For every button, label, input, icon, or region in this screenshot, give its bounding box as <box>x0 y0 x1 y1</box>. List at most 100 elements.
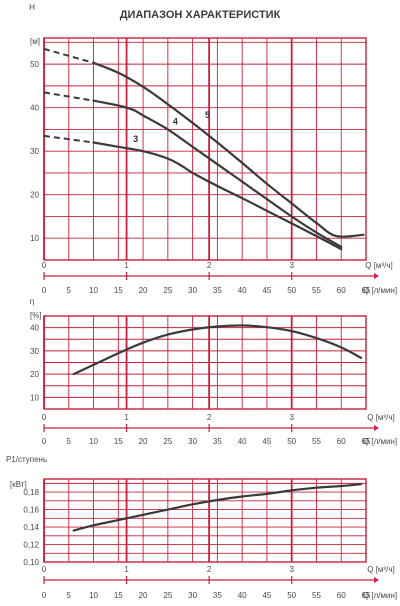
x-tick-m3h: 2 <box>207 565 212 574</box>
x-axis-arrow <box>374 425 379 431</box>
y-tick-label: 0,10 <box>23 558 39 567</box>
x-tick-m3h: 2 <box>207 261 212 270</box>
x-tick-lmin: 30 <box>188 437 197 446</box>
y-tick-label: 30 <box>30 147 39 156</box>
series-line <box>72 483 363 532</box>
y-tick-label: 40 <box>30 324 39 333</box>
x-tick-lmin: 0 <box>42 591 47 600</box>
y-tick-label: 40 <box>30 104 39 113</box>
y-tick-label: 0,16 <box>23 506 39 515</box>
x-tick-lmin: 20 <box>139 437 148 446</box>
y-tick-label: 0,14 <box>23 523 39 532</box>
series-line-dashed <box>43 134 94 144</box>
y-tick-label: 10 <box>30 234 39 243</box>
x-tick-lmin: 60 <box>337 437 346 446</box>
series-label: 5 <box>205 110 210 120</box>
x-axis-label-m3h: Q [м³/ч] <box>365 261 392 270</box>
y-axis-unit: [%] <box>30 311 42 320</box>
x-tick-lmin: 35 <box>213 591 222 600</box>
y-axis-label: η <box>30 297 34 306</box>
series-line <box>72 324 363 376</box>
x-tick-lmin: 55 <box>312 286 321 295</box>
x-axis-label-lmin: Q [л/мин] <box>363 437 397 446</box>
x-tick-lmin: 15 <box>114 437 123 446</box>
x-tick-lmin: 5 <box>67 591 72 600</box>
y-tick-label: 50 <box>30 60 39 69</box>
y-axis-unit: [кВт] <box>10 480 27 489</box>
x-tick-lmin: 35 <box>213 437 222 446</box>
x-tick-lmin: 50 <box>287 286 296 295</box>
x-tick-lmin: 25 <box>163 591 172 600</box>
x-tick-m3h: 3 <box>289 413 294 422</box>
x-tick-lmin: 15 <box>114 591 123 600</box>
x-tick-lmin: 40 <box>238 286 247 295</box>
x-axis-label-lmin: Q [л/мин] <box>363 591 397 600</box>
x-tick-lmin: 35 <box>213 286 222 295</box>
x-tick-lmin: 25 <box>163 437 172 446</box>
x-tick-lmin: 25 <box>163 286 172 295</box>
x-tick-lmin: 45 <box>262 437 271 446</box>
x-tick-m3h: 1 <box>124 413 129 422</box>
series-label: 4 <box>173 116 178 126</box>
x-tick-lmin: 5 <box>67 437 72 446</box>
series-line-dashed <box>43 91 94 102</box>
plot-frame <box>43 478 367 563</box>
x-tick-m3h: 0 <box>42 565 47 574</box>
y-tick-label: 0,12 <box>23 541 39 550</box>
x-tick-lmin: 65 <box>362 286 371 295</box>
y-axis-label: H <box>29 3 35 12</box>
y-tick-label: 20 <box>30 191 39 200</box>
x-tick-lmin: 50 <box>287 591 296 600</box>
x-tick-lmin: 10 <box>89 437 98 446</box>
x-axis-label-lmin: Q [л/мин] <box>363 286 397 295</box>
x-tick-lmin: 45 <box>262 286 271 295</box>
x-tick-m3h: 0 <box>42 413 47 422</box>
x-tick-lmin: 50 <box>287 437 296 446</box>
series-line <box>92 99 343 248</box>
x-tick-lmin: 65 <box>362 591 371 600</box>
x-tick-m3h: 0 <box>42 261 47 270</box>
x-tick-lmin: 30 <box>188 286 197 295</box>
x-tick-lmin: 20 <box>139 286 148 295</box>
x-tick-lmin: 60 <box>337 591 346 600</box>
plot-frame <box>43 37 367 261</box>
y-axis-unit: [м] <box>30 37 40 46</box>
x-tick-lmin: 40 <box>238 437 247 446</box>
x-tick-lmin: 0 <box>42 286 47 295</box>
chart-panel-2: η [%] 10 20 30 40 0 1 2 3 Q [м³/ч] 0 5 10 15 20 25 30 35 40… <box>30 297 397 446</box>
x-tick-lmin: 10 <box>89 591 98 600</box>
x-tick-m3h: 2 <box>207 413 212 422</box>
y-tick-label: 10 <box>30 393 39 402</box>
series-line-dashed <box>43 47 94 64</box>
x-tick-lmin: 20 <box>139 591 148 600</box>
y-tick-label: 20 <box>30 370 39 379</box>
x-axis-label-m3h: Q [м³/ч] <box>367 413 394 422</box>
x-tick-m3h: 3 <box>289 565 294 574</box>
x-tick-m3h: 3 <box>289 261 294 270</box>
x-axis-arrow <box>374 273 379 279</box>
x-tick-lmin: 65 <box>362 437 371 446</box>
x-tick-lmin: 40 <box>238 591 247 600</box>
chart-title: ДИАПАЗОН ХАРАКТЕРИСТИК <box>120 9 281 21</box>
x-axis-arrow <box>374 577 379 583</box>
y-tick-label: 0,18 <box>23 488 39 497</box>
chart-panel-3: P1/ступень [кВт] 0,10 0,12 0,14 0,16 0,18 0 1 2 3 Q… <box>6 455 397 600</box>
x-tick-lmin: 60 <box>337 286 346 295</box>
y-tick-label: 30 <box>30 347 39 356</box>
series-line <box>92 141 343 251</box>
x-tick-lmin: 5 <box>67 286 72 295</box>
x-tick-lmin: 55 <box>312 437 321 446</box>
x-axis-label-m3h: Q [м³/ч] <box>367 565 394 574</box>
series-line <box>92 61 365 238</box>
x-tick-lmin: 45 <box>262 591 271 600</box>
x-tick-lmin: 15 <box>114 286 123 295</box>
x-tick-m3h: 1 <box>124 565 129 574</box>
x-tick-m3h: 1 <box>124 261 129 270</box>
series-label: 3 <box>133 134 138 144</box>
x-tick-lmin: 10 <box>89 286 98 295</box>
y-axis-label: P1/ступень <box>6 455 47 464</box>
x-tick-lmin: 30 <box>188 591 197 600</box>
x-tick-lmin: 55 <box>312 591 321 600</box>
